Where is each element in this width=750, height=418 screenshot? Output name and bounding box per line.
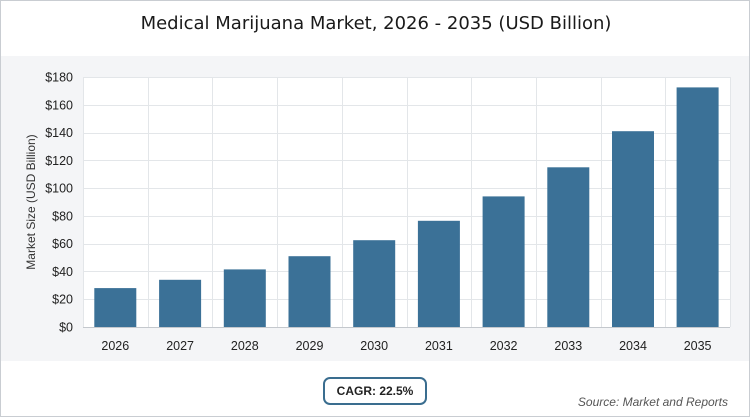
bar-2033 — [547, 167, 590, 327]
y-tick-label: $120 — [45, 154, 73, 168]
y-tick-label: $20 — [52, 293, 73, 307]
y-axis-label: Market Size (USD Billion) — [24, 134, 38, 269]
y-tick-label: $40 — [52, 265, 73, 279]
bar-2032 — [482, 196, 525, 327]
x-tick-label: 2029 — [296, 339, 324, 353]
y-tick-label: $80 — [52, 209, 73, 223]
x-tick-label: 2033 — [554, 339, 582, 353]
bar-2028 — [223, 269, 266, 327]
source-note: Source: Market and Reports — [577, 395, 728, 409]
x-tick-label: 2028 — [231, 339, 259, 353]
x-tick-labels: 2026 2027 2028 2029 2030 2031 2032 2033 2034 2035 — [101, 339, 711, 353]
y-tick-label: $140 — [45, 126, 73, 140]
bar-2035 — [676, 87, 719, 328]
bar-2027 — [159, 279, 202, 327]
x-tick-label: 2031 — [425, 339, 453, 353]
bar-2030 — [353, 240, 396, 327]
cagr-badge: CAGR: 22.5% — [323, 377, 427, 405]
x-tick-label: 2027 — [166, 339, 194, 353]
x-tick-label: 2026 — [101, 339, 129, 353]
y-tick-label: $60 — [52, 237, 73, 251]
y-tick-label: $160 — [45, 98, 73, 112]
chart-title: Medical Marijuana Market, 2026 - 2035 (U… — [140, 13, 612, 34]
bar-2029 — [288, 256, 331, 327]
x-tick-label: 2034 — [619, 339, 647, 353]
bars — [94, 87, 719, 328]
y-tick-label: $180 — [45, 71, 73, 85]
bar-2031 — [417, 220, 460, 328]
x-tick-label: 2032 — [490, 339, 518, 353]
x-tick-label: 2035 — [684, 339, 712, 353]
y-tick-labels: $0 $20 $40 $60 $80 $100 $120 $140 $160 $180 — [45, 71, 73, 335]
x-tick-label: 2030 — [360, 339, 388, 353]
bar-2034 — [612, 131, 654, 327]
y-tick-label: $0 — [59, 321, 73, 335]
bar-2026 — [94, 288, 137, 327]
y-tick-label: $100 — [45, 182, 73, 196]
